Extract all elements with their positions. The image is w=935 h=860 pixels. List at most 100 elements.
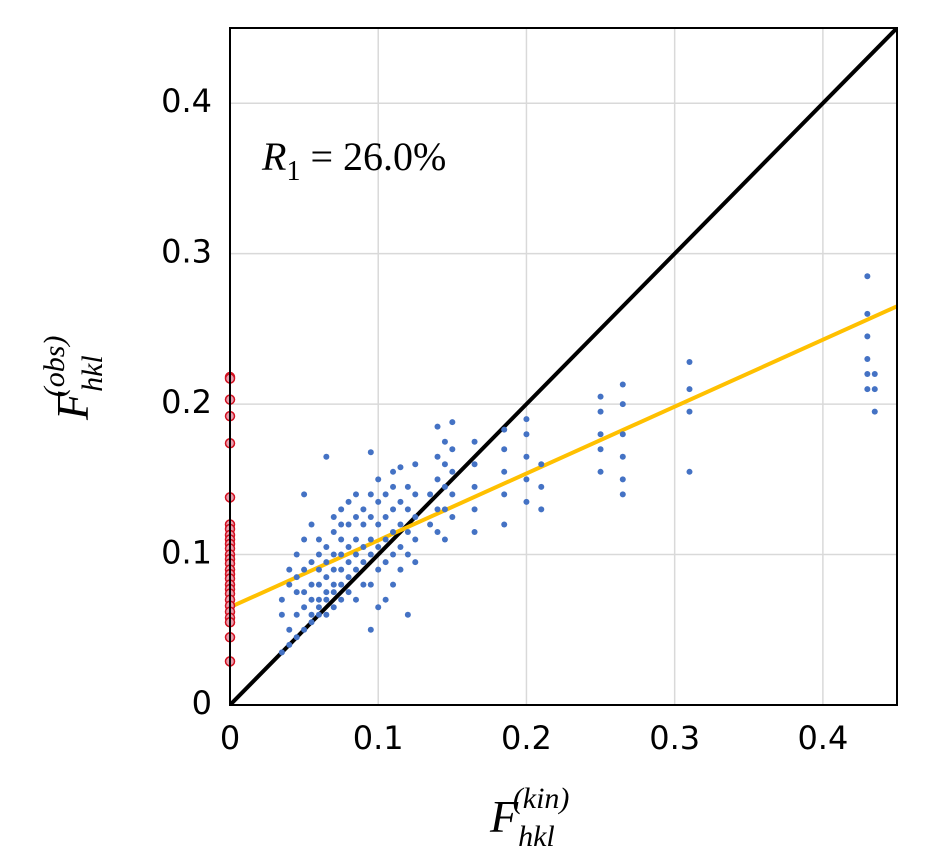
data-point <box>345 559 352 566</box>
data-point <box>597 446 604 453</box>
data-point <box>293 634 300 641</box>
data-point <box>345 589 352 596</box>
x-label-sup: (kin) <box>513 782 570 815</box>
data-point <box>360 544 367 551</box>
data-point <box>293 574 300 581</box>
data-point <box>308 619 315 626</box>
data-point <box>404 611 411 618</box>
data-point <box>345 498 352 505</box>
data-point <box>323 611 330 618</box>
data-point <box>441 483 448 490</box>
data-point <box>352 513 359 520</box>
data-point <box>523 476 530 483</box>
data-point <box>404 551 411 558</box>
data-point <box>301 604 308 611</box>
x-tick-label: 0.2 <box>501 719 552 757</box>
data-point <box>864 310 871 317</box>
data-point <box>390 468 397 475</box>
data-point <box>449 419 456 426</box>
y-label-base: F <box>47 391 98 421</box>
x-tick-label: 0.1 <box>353 719 404 757</box>
data-point <box>278 596 285 603</box>
data-point <box>427 491 434 498</box>
data-point <box>286 566 293 573</box>
y-axis-label: Fhkl(obs) <box>38 336 109 421</box>
data-point <box>345 521 352 528</box>
data-point <box>352 491 359 498</box>
data-point <box>864 273 871 280</box>
annotation-sub: 1 <box>286 156 300 187</box>
data-point <box>308 581 315 588</box>
data-point <box>412 536 419 543</box>
data-point <box>278 611 285 618</box>
x-tick-label: 0.3 <box>649 719 700 757</box>
data-point <box>315 581 322 588</box>
data-point <box>686 386 693 393</box>
data-point <box>315 551 322 558</box>
data-point <box>434 423 441 430</box>
data-point <box>367 536 374 543</box>
data-point <box>619 381 626 388</box>
data-point <box>597 393 604 400</box>
data-point <box>397 498 404 505</box>
data-point <box>330 528 337 535</box>
lines <box>230 28 897 705</box>
data-point <box>441 461 448 468</box>
data-point <box>323 574 330 581</box>
data-point <box>360 506 367 513</box>
data-point <box>330 604 337 611</box>
data-point <box>471 483 478 490</box>
data-point <box>397 544 404 551</box>
data-point <box>441 506 448 513</box>
data-point <box>293 611 300 618</box>
data-point <box>597 408 604 415</box>
x-tick-label: 0.4 <box>797 719 848 757</box>
data-point <box>538 461 545 468</box>
data-point <box>523 416 530 423</box>
x-label-sub: hkl <box>518 820 555 853</box>
data-point <box>619 401 626 408</box>
data-point <box>434 528 441 535</box>
data-point <box>597 468 604 475</box>
annotation: R1 = 26.0% <box>261 134 446 187</box>
data-point <box>323 596 330 603</box>
data-point <box>412 491 419 498</box>
data-point <box>367 551 374 558</box>
data-point <box>523 453 530 460</box>
annotation-rest: = 26.0% <box>300 134 446 179</box>
data-point <box>441 536 448 543</box>
data-point <box>434 506 441 513</box>
data-point <box>315 596 322 603</box>
data-point <box>471 506 478 513</box>
data-point <box>352 566 359 573</box>
data-point <box>382 596 389 603</box>
data-point <box>390 581 397 588</box>
data-point <box>871 408 878 415</box>
data-point <box>330 513 337 520</box>
data-point <box>301 589 308 596</box>
data-point <box>367 581 374 588</box>
data-point <box>338 506 345 513</box>
data-point <box>501 426 508 433</box>
y-axis-label-group: Fhkl(obs) <box>38 336 109 421</box>
data-point <box>501 521 508 528</box>
data-point <box>871 386 878 393</box>
data-point <box>338 596 345 603</box>
data-point <box>864 386 871 393</box>
data-point <box>315 566 322 573</box>
data-point <box>360 559 367 566</box>
data-point <box>330 551 337 558</box>
data-point <box>308 596 315 603</box>
data-point <box>619 431 626 438</box>
data-point <box>375 476 382 483</box>
data-point <box>301 491 308 498</box>
data-point <box>345 544 352 551</box>
data-point <box>523 498 530 505</box>
data-point <box>864 371 871 378</box>
data-point <box>352 596 359 603</box>
data-point <box>345 574 352 581</box>
data-point <box>619 453 626 460</box>
data-point <box>390 551 397 558</box>
data-point <box>412 461 419 468</box>
